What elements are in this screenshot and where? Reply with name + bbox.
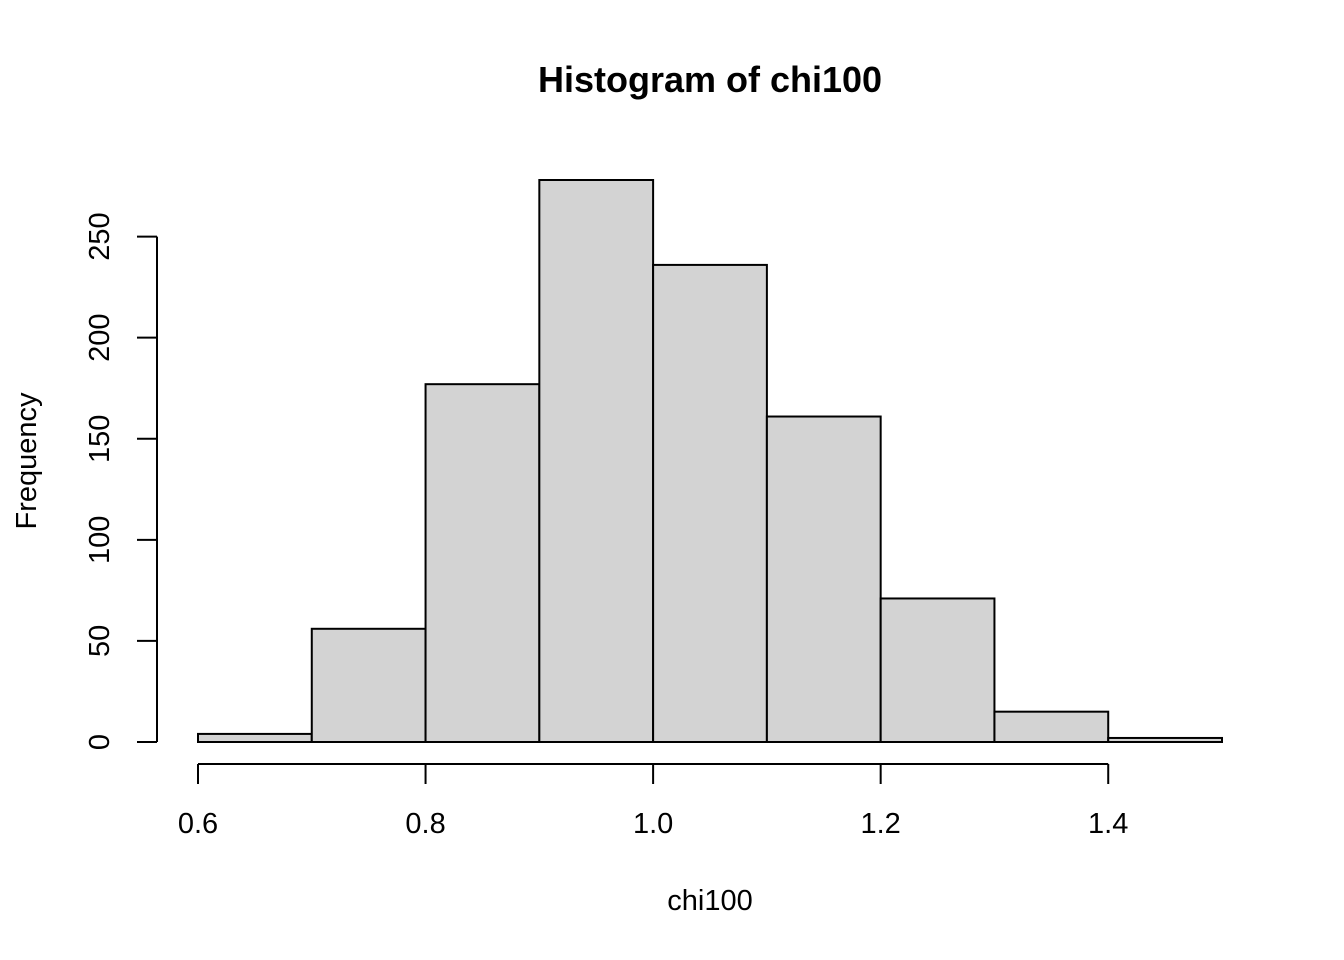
y-tick-label: 250 [84, 212, 116, 260]
x-tick-label: 1.4 [1088, 808, 1128, 840]
histogram-bar-9 [1107, 736, 1223, 744]
x-tick-label: 0.6 [178, 808, 218, 840]
x-tick-label: 1.0 [633, 808, 673, 840]
y-tick-label: 100 [84, 516, 116, 564]
histogram-bar-1 [197, 732, 313, 744]
x-tick-label: 0.8 [405, 808, 445, 840]
histogram-bar-4 [538, 179, 655, 743]
histogram-bar-7 [879, 597, 996, 744]
y-tick-label: 200 [84, 313, 116, 361]
x-axis: 0.6 0.8 1.0 1.2 1.4 [178, 763, 1128, 840]
y-axis: 0 50 100 150 200 250 [84, 212, 158, 750]
histogram-bar-6 [765, 415, 882, 743]
histogram-bar-8 [993, 710, 1110, 744]
chart-title: Histogram of chi100 [538, 59, 882, 100]
y-tick-label: 50 [84, 625, 116, 657]
y-tick-label: 0 [84, 734, 116, 750]
histogram-bar-3 [424, 383, 541, 743]
y-tick-label: 150 [84, 415, 116, 463]
y-axis-label: Frequency [11, 392, 43, 530]
histogram-bar-5 [652, 263, 768, 743]
plot-bars [197, 179, 1223, 744]
x-axis-label: chi100 [667, 885, 752, 917]
x-tick-label: 1.2 [861, 808, 901, 840]
histogram-bar-2 [310, 627, 427, 744]
